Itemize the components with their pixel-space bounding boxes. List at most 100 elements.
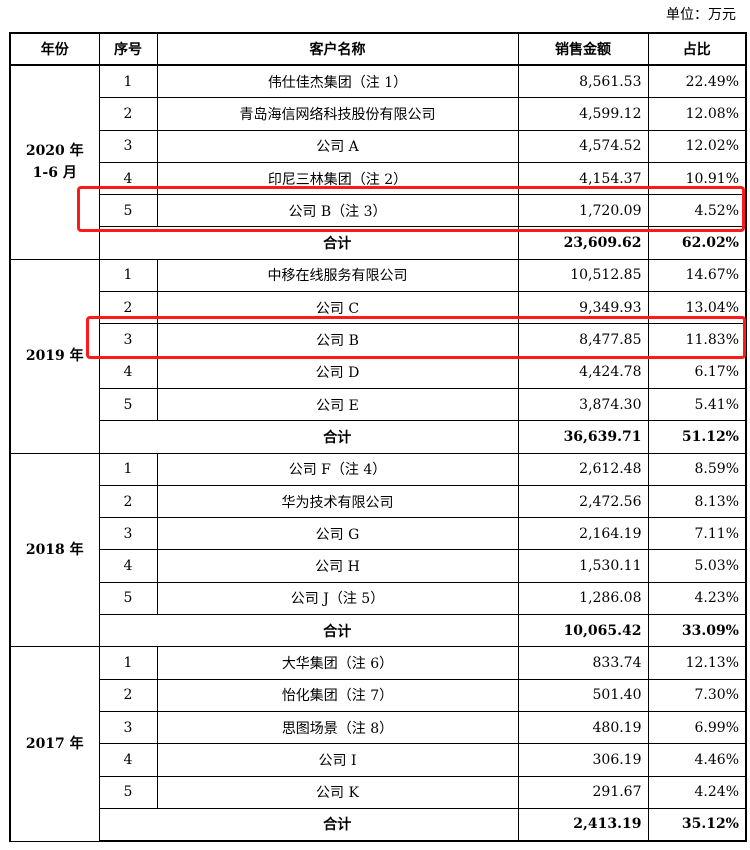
customer-name-cell: 公司 J（注 5） <box>156 581 519 616</box>
total-blank-cell <box>98 420 157 454</box>
amount-cell: 8,561.53 <box>517 64 649 99</box>
amount-cell: 8,477.85 <box>517 323 649 357</box>
unit-label: 单位：万元 <box>666 7 736 23</box>
customer-name-cell: 华为技术有限公司 <box>156 484 519 519</box>
header-row: 年份 序号 客户名称 销售金额 占比 <box>9 32 747 66</box>
share-cell: 4.52% <box>647 194 747 228</box>
table-row: 2 怡化集团（注 7） 501.40 7.30% <box>10 678 747 712</box>
table-row: 4 公司 D 4,424.78 6.17% <box>10 355 747 389</box>
header-index: 序号 <box>98 32 158 66</box>
amount-cell: 306.19 <box>517 743 649 777</box>
customer-name-cell: 思图场景（注 8） <box>156 710 519 745</box>
index-cell: 1 <box>98 646 158 680</box>
customer-name-cell: 青岛海信网络科技股份有限公司 <box>156 97 519 131</box>
year-cell: 2019 年 <box>9 258 100 454</box>
amount-cell: 1,286.08 <box>517 581 649 616</box>
amount-cell: 4,599.12 <box>517 97 649 131</box>
total-share: 33.09% <box>647 614 747 648</box>
customer-name-cell: 公司 A <box>156 129 519 163</box>
customer-name-cell: 怡化集团（注 7） <box>156 678 519 712</box>
year-cell: 2018 年 <box>9 452 100 648</box>
amount-cell: 480.19 <box>517 710 649 745</box>
total-label: 合计 <box>157 226 519 260</box>
amount-cell: 1,720.09 <box>517 194 649 228</box>
share-cell: 22.49% <box>647 64 747 99</box>
index-cell: 5 <box>98 775 158 809</box>
amount-cell: 2,164.19 <box>517 517 649 551</box>
customer-name-cell: 中移在线服务有限公司 <box>156 258 519 293</box>
customer-name-cell: 公司 C <box>156 291 519 325</box>
amount-cell: 1,530.11 <box>517 549 649 583</box>
customer-name-cell: 公司 H <box>156 549 519 583</box>
amount-cell: 501.40 <box>517 678 649 712</box>
total-label: 合计 <box>157 420 519 454</box>
table-row: 2018 年 1 公司 F（注 4） 2,612.48 8.59% <box>9 452 747 648</box>
index-cell: 4 <box>98 161 158 196</box>
total-amount: 23,609.62 <box>517 226 649 260</box>
customer-name-cell: 印尼三林集团（注 2） <box>156 161 519 196</box>
table-row: 2019 年 1 中移在线服务有限公司 10,512.85 14.67% <box>9 258 747 454</box>
total-amount: 2,413.19 <box>517 807 649 843</box>
index-cell: 2 <box>98 291 158 325</box>
header-share: 占比 <box>647 32 747 66</box>
table-body: 2020 年 1-6 月 1 伟仕佳杰集团（注 1） 8,561.53 22.49% 2 青岛… <box>9 64 747 843</box>
table-row: 2020 年 1-6 月 1 伟仕佳杰集团（注 1） 8,561.53 22.49% <box>9 64 747 260</box>
index-cell: 2 <box>98 97 158 131</box>
table-row: 2 青岛海信网络科技股份有限公司 4,599.12 12.08% <box>10 97 747 131</box>
share-cell: 4.23% <box>647 581 747 616</box>
index-cell: 3 <box>98 129 158 163</box>
amount-cell: 3,874.30 <box>517 387 649 422</box>
index-cell: 5 <box>98 387 158 422</box>
total-blank-cell <box>98 226 157 260</box>
total-label: 合计 <box>157 807 519 843</box>
share-cell: 12.02% <box>647 129 747 163</box>
amount-cell: 291.67 <box>517 775 649 809</box>
table-row: 3 公司 G 2,164.19 7.11% <box>10 517 747 551</box>
share-cell: 8.13% <box>647 484 747 519</box>
header-year: 年份 <box>9 32 100 66</box>
index-cell: 3 <box>98 710 158 745</box>
index-cell: 4 <box>98 743 158 777</box>
share-cell: 7.30% <box>647 678 747 712</box>
customer-name-cell: 公司 B <box>156 323 519 357</box>
table-row: 4 公司 I 306.19 4.46% <box>10 743 747 777</box>
amount-cell: 4,154.37 <box>517 161 649 196</box>
amount-cell: 4,574.52 <box>517 129 649 163</box>
total-amount: 36,639.71 <box>517 420 649 454</box>
total-blank-cell <box>98 807 157 843</box>
share-cell: 6.99% <box>647 710 747 745</box>
index-cell: 4 <box>98 355 158 389</box>
customer-sales-table: 年份 序号 客户名称 销售金额 占比 2020 年 1-6 月 1 伟仕佳杰集团（注 … <box>9 32 747 843</box>
total-blank-cell <box>98 614 157 648</box>
index-cell: 2 <box>98 484 158 519</box>
customer-name-cell: 公司 B（注 3） <box>156 194 519 228</box>
share-cell: 5.03% <box>647 549 747 583</box>
customer-name-cell: 公司 E <box>156 387 519 422</box>
index-cell: 1 <box>98 452 158 486</box>
share-cell: 4.46% <box>647 743 747 777</box>
share-cell: 7.11% <box>647 517 747 551</box>
index-cell: 1 <box>98 64 158 99</box>
table-row: 3 公司 B 8,477.85 11.83% <box>10 323 747 357</box>
year-cell: 2017 年 <box>9 646 100 842</box>
total-row: 合计 10,065.42 33.09% <box>10 614 747 648</box>
table-row: 2017 年 1 大华集团（注 6） 833.74 12.13% <box>9 646 747 842</box>
index-cell: 3 <box>98 323 158 357</box>
amount-cell: 2,472.56 <box>517 484 649 519</box>
share-cell: 8.59% <box>647 452 747 486</box>
amount-cell: 9,349.93 <box>517 291 649 325</box>
table-row: 2 华为技术有限公司 2,472.56 8.13% <box>10 484 747 519</box>
table-row: 5 公司 J（注 5） 1,286.08 4.23% <box>10 581 747 616</box>
index-cell: 3 <box>98 517 158 551</box>
amount-cell: 10,512.85 <box>517 258 649 293</box>
total-label: 合计 <box>157 614 519 648</box>
total-amount: 10,065.42 <box>517 614 649 648</box>
customer-name-cell: 公司 I <box>156 743 519 777</box>
customer-name-cell: 公司 K <box>156 775 519 809</box>
table-row: 3 公司 A 4,574.52 12.02% <box>10 129 747 163</box>
table-row: 5 公司 K 291.67 4.24% <box>10 775 747 809</box>
total-share: 62.02% <box>647 226 747 260</box>
share-cell: 11.83% <box>647 323 747 357</box>
share-cell: 12.13% <box>647 646 747 680</box>
table-row: 5 公司 B（注 3） 1,720.09 4.52% <box>10 194 747 228</box>
